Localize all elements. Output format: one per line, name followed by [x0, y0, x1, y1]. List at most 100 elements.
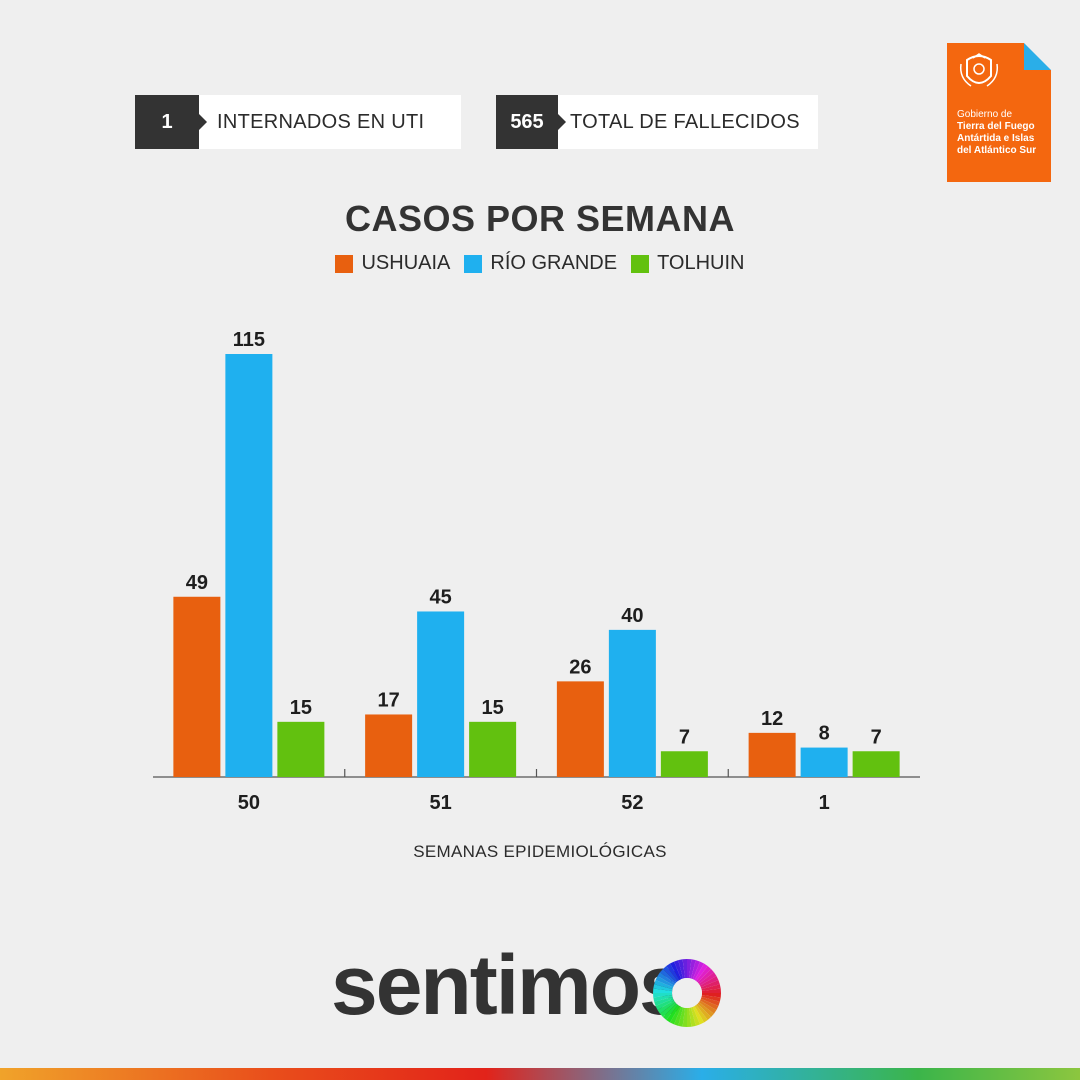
- color-wheel-segment: [655, 976, 675, 988]
- color-wheel-segment: [666, 1004, 680, 1023]
- government-logo-line3: Antártida e Islas: [957, 133, 1035, 144]
- color-wheel-segment: [701, 984, 721, 992]
- color-wheel-segment: [697, 1002, 714, 1018]
- color-wheel-segment: [678, 959, 686, 979]
- color-wheel-segment: [660, 968, 677, 984]
- bar-ushuaia-week-52: [556, 681, 604, 777]
- data-label: 8: [819, 723, 830, 745]
- color-wheel-segment: [699, 998, 719, 1010]
- data-label: 17: [378, 689, 400, 711]
- color-wheel-segment: [696, 1003, 712, 1020]
- government-logo-line1: Gobierno de: [957, 109, 1013, 120]
- legend-label-tolhuin: TOLHUIN: [657, 252, 745, 274]
- color-wheel-segment: [654, 979, 674, 990]
- color-wheel-segment: [688, 1007, 696, 1027]
- color-wheel-segment: [666, 963, 680, 982]
- bar-chart: 49 115 15 50 17 45 15 51 26 40 7 52 12 8 7 1: [153, 329, 920, 814]
- color-wheel-segment: [699, 976, 719, 988]
- x-tick-label: 52: [621, 792, 643, 814]
- fallecidos-stat-box: 565 TOTAL DE FALLECIDOS: [496, 95, 818, 149]
- color-wheel-segment: [678, 1007, 686, 1027]
- color-wheel-segment: [662, 1003, 678, 1020]
- x-tick-label: 1: [819, 792, 830, 814]
- color-wheel-segment: [660, 1002, 677, 1018]
- x-axis-label: SEMANAS EPIDEMIOLÓGICAS: [413, 842, 667, 861]
- data-label: 15: [482, 697, 504, 719]
- color-wheel-segment: [700, 979, 720, 990]
- government-logo-line2: Tierra del Fuego: [957, 121, 1035, 132]
- bottom-gradient-bar: [0, 1068, 1080, 1080]
- color-wheel-segment: [696, 966, 712, 983]
- bar-r-o-grande-week-50: [225, 354, 273, 777]
- color-wheel-segment: [673, 1006, 684, 1026]
- color-wheel-segment: [657, 972, 676, 986]
- legend-item-ushuaia: USHUAIA: [335, 252, 450, 275]
- color-wheel-segment: [688, 959, 696, 979]
- color-wheel-segment: [682, 959, 687, 979]
- government-logo-text: Gobierno de Tierra del Fuego Antártida e…: [957, 109, 1049, 157]
- bar-tolhuin-week-51: [469, 721, 517, 777]
- color-wheel-segment: [653, 993, 673, 998]
- color-wheel-segment: [662, 966, 678, 983]
- legend-swatch-tolhuin: [631, 254, 650, 273]
- legend-item-tolhuin: TOLHUIN: [631, 252, 745, 275]
- color-wheel-segment: [698, 1000, 717, 1014]
- color-wheel-segment: [687, 1007, 692, 1027]
- color-wheel-segment: [653, 988, 673, 993]
- data-label: 15: [290, 697, 312, 719]
- color-wheel-segment: [692, 961, 704, 981]
- government-logo: Gobierno de Tierra del Fuego Antártida e…: [947, 43, 1051, 182]
- legend-label-ushuaia: USHUAIA: [361, 252, 451, 274]
- brand-wordmark: sentimos: [331, 938, 686, 1032]
- page-fold-corner: [1024, 43, 1051, 70]
- chart-title: CASOS POR SEMANA: [344, 198, 736, 239]
- color-wheel-segment: [673, 960, 684, 980]
- color-wheel-segment: [655, 998, 675, 1010]
- color-wheel-segment: [692, 1005, 704, 1025]
- color-wheel-icon: [653, 959, 721, 1027]
- color-wheel-segment: [701, 993, 721, 998]
- bar-r-o-grande-week-52: [608, 629, 656, 777]
- color-wheel-segment: [701, 988, 721, 993]
- color-wheel-segment: [694, 963, 708, 982]
- color-wheel-segment: [690, 960, 701, 980]
- color-wheel-segment: [670, 961, 682, 981]
- uti-stat-box: 1 INTERNADOS EN UTI: [135, 95, 461, 149]
- fallecidos-count: 565: [496, 95, 566, 149]
- color-wheel-segment: [682, 1007, 687, 1027]
- color-wheel-segment: [690, 1006, 701, 1026]
- color-wheel-segment: [700, 996, 720, 1007]
- legend-item-rio-grande: RÍO GRANDE: [464, 252, 617, 275]
- bar-ushuaia-week-50: [173, 596, 221, 777]
- color-wheel-center: [672, 978, 702, 1008]
- data-label: 26: [569, 656, 591, 678]
- color-wheel-segment: [657, 1000, 676, 1014]
- bar-ushuaia-week-51: [365, 714, 413, 777]
- x-tick-label: 51: [430, 792, 452, 814]
- fallecidos-label: TOTAL DE FALLECIDOS: [558, 95, 818, 149]
- color-wheel-segment: [670, 1005, 682, 1025]
- color-wheel-segment: [698, 972, 717, 986]
- color-wheel-segment: [697, 968, 714, 984]
- bar-tolhuin-week-52: [660, 751, 708, 777]
- uti-label: INTERNADOS EN UTI: [199, 95, 461, 149]
- bar-ushuaia-week-1: [748, 732, 796, 777]
- legend-swatch-ushuaia: [335, 254, 354, 273]
- color-wheel-segment: [653, 984, 673, 992]
- color-wheel-segment: [687, 959, 692, 979]
- data-label: 7: [679, 726, 690, 748]
- coat-of-arms-icon: [959, 53, 999, 87]
- color-wheel-segment: [694, 1004, 708, 1023]
- data-label: 12: [761, 708, 783, 730]
- color-wheel-segment: [653, 994, 673, 1002]
- data-label: 49: [186, 572, 208, 594]
- bar-tolhuin-week-1: [852, 751, 900, 777]
- bar-tolhuin-week-50: [277, 721, 325, 777]
- government-logo-line4: del Atlántico Sur: [957, 145, 1037, 156]
- legend-swatch-rio-grande: [464, 254, 483, 273]
- uti-count: 1: [135, 95, 207, 149]
- data-label: 45: [430, 586, 452, 608]
- color-wheel-segment: [654, 996, 674, 1007]
- chart-legend: USHUAIA RÍO GRANDE TOLHUIN: [0, 252, 1080, 275]
- bar-r-o-grande-week-51: [417, 611, 465, 777]
